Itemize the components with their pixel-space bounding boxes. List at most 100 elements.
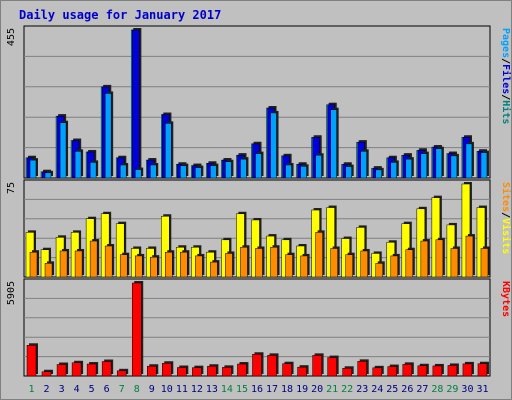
pages-bar — [360, 151, 367, 179]
x-tick-label: 8 — [134, 384, 140, 395]
sites-bar — [210, 261, 218, 278]
kbytes-bar — [252, 354, 262, 377]
sites-bar — [285, 254, 293, 278]
x-tick-label: 21 — [326, 384, 338, 395]
kbytes-bar — [56, 364, 67, 377]
x-tick-label: 6 — [104, 384, 110, 395]
x-tick-label: 18 — [281, 384, 293, 395]
sites-bar — [165, 251, 173, 278]
x-tick-label: 20 — [311, 384, 323, 395]
chart-title: Daily usage for January 2017 — [19, 8, 221, 22]
sites-bar — [480, 248, 489, 278]
sites-bar — [59, 250, 68, 278]
kbytes-bar — [147, 365, 157, 377]
pages-bar — [119, 164, 127, 179]
kbytes-bar — [177, 367, 187, 377]
kbytes-bar — [101, 361, 112, 377]
kbytes-bar — [86, 363, 97, 377]
x-tick-label: 29 — [446, 384, 458, 395]
sites-bar — [435, 239, 444, 278]
kbytes-bar — [207, 365, 217, 377]
kbytes-bar — [402, 364, 413, 377]
kbytes-bar — [162, 362, 172, 377]
pages-bar — [450, 155, 458, 179]
hits-panel-legend-item: Files — [500, 64, 512, 94]
pages-bar — [300, 166, 307, 179]
kbytes-bar — [192, 367, 202, 377]
pages-bar — [210, 165, 217, 179]
pages-bar — [225, 161, 232, 179]
sites-bar — [390, 255, 399, 278]
pages-bar — [465, 143, 473, 179]
x-tick-label: 12 — [191, 384, 203, 395]
hits-panel-y-max-label: 455 — [6, 28, 17, 46]
sites-bar — [255, 248, 263, 278]
x-tick-label: 25 — [386, 384, 398, 395]
pages-bar — [59, 122, 67, 179]
hits-panel-legend-item: Hits — [500, 100, 512, 124]
sites-bar — [240, 246, 248, 278]
pages-bar — [180, 165, 187, 179]
x-tick-label: 23 — [356, 384, 368, 395]
pages-bar — [330, 109, 337, 179]
kbytes-panel-legend: KBytes — [500, 281, 511, 317]
visits-panel-legend-item: Visits — [500, 218, 512, 254]
kbytes-bar — [372, 367, 382, 377]
sites-bar — [420, 240, 429, 278]
x-tick-label: 4 — [74, 384, 80, 395]
kbytes-bar — [41, 371, 52, 377]
x-tick-label: 26 — [401, 384, 413, 395]
x-tick-label: 7 — [119, 384, 125, 395]
pages-bar — [480, 152, 488, 179]
kbytes-bar — [267, 355, 277, 377]
pages-bar — [420, 153, 428, 179]
kbytes-bar — [222, 367, 232, 377]
hits-panel-legend-item: / — [500, 94, 511, 100]
pages-bar — [315, 154, 322, 179]
x-tick-label: 19 — [296, 384, 308, 395]
kbytes-bar — [417, 365, 428, 377]
kbytes-bar — [282, 363, 292, 377]
pages-bar — [29, 159, 37, 179]
hits-panel-legend: Pages/Files/Hits — [500, 28, 512, 124]
kbytes-bar — [71, 362, 82, 377]
sites-bar — [104, 245, 113, 278]
x-tick-label: 22 — [341, 384, 353, 395]
kbytes-panel-legend-item: KBytes — [500, 281, 511, 317]
x-tick-label: 24 — [371, 384, 383, 395]
x-tick-label: 13 — [206, 384, 218, 395]
pages-bar — [255, 153, 262, 179]
pages-bar — [345, 166, 352, 179]
pages-bar — [150, 164, 157, 179]
kbytes-bar — [432, 365, 443, 377]
kbytes-panel-y-max-label: 5905 — [6, 281, 17, 305]
x-tick-label: 10 — [161, 384, 173, 395]
pages-bar — [89, 162, 97, 179]
pages-bar — [240, 158, 247, 179]
pages-bar — [165, 123, 172, 179]
kbytes-bar — [447, 365, 458, 377]
x-tick-label: 30 — [461, 384, 473, 395]
sites-bar — [180, 251, 188, 278]
kbytes-bar — [387, 366, 398, 377]
x-tick-label: 28 — [431, 384, 443, 395]
x-tick-label: 3 — [59, 384, 65, 395]
kbytes-bar — [462, 363, 473, 377]
sites-bar — [405, 249, 414, 278]
kbytes-bar — [297, 366, 307, 377]
hits-panel-legend-item: Pages — [500, 28, 511, 58]
kbytes-bar — [131, 282, 142, 377]
pages-bar — [285, 164, 292, 179]
hits-panel-legend-item: / — [500, 58, 511, 64]
x-tick-label: 2 — [44, 384, 50, 395]
pages-bar — [435, 148, 443, 179]
visits-panel-legend: Sites/Visits — [500, 182, 512, 254]
kbytes-bar — [342, 368, 352, 377]
sites-bar — [29, 251, 38, 278]
x-tick-label: 27 — [416, 384, 428, 395]
kbytes-bar — [477, 363, 488, 377]
sites-bar — [150, 256, 158, 278]
